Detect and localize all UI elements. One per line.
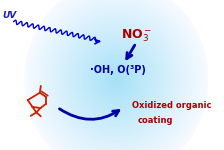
Ellipse shape [36, 0, 197, 150]
Ellipse shape [103, 66, 129, 93]
Ellipse shape [107, 70, 125, 89]
Ellipse shape [30, 0, 202, 150]
Ellipse shape [62, 20, 171, 139]
Ellipse shape [25, 0, 208, 150]
Ellipse shape [47, 5, 186, 150]
Ellipse shape [63, 22, 169, 137]
Ellipse shape [38, 0, 195, 150]
Ellipse shape [41, 0, 191, 150]
Ellipse shape [84, 44, 149, 115]
Ellipse shape [98, 60, 135, 99]
Ellipse shape [100, 62, 133, 97]
Ellipse shape [29, 0, 204, 150]
Text: NO$_3^-$: NO$_3^-$ [121, 28, 152, 44]
Ellipse shape [51, 9, 182, 150]
Text: coating: coating [137, 116, 173, 125]
Ellipse shape [34, 0, 199, 150]
Ellipse shape [56, 14, 177, 145]
Ellipse shape [54, 12, 179, 147]
Ellipse shape [60, 18, 173, 141]
Ellipse shape [69, 28, 164, 131]
Ellipse shape [114, 78, 118, 81]
Ellipse shape [111, 74, 122, 85]
Ellipse shape [82, 42, 151, 117]
Text: Oxidized organic: Oxidized organic [132, 100, 211, 109]
Text: UV: UV [2, 11, 16, 20]
Ellipse shape [49, 7, 184, 150]
Text: ·OH, O(³P): ·OH, O(³P) [90, 65, 145, 75]
Ellipse shape [73, 32, 160, 127]
Ellipse shape [45, 3, 188, 150]
Ellipse shape [91, 52, 142, 107]
Ellipse shape [109, 72, 124, 87]
Ellipse shape [65, 24, 168, 135]
Ellipse shape [89, 50, 144, 109]
Ellipse shape [93, 54, 140, 105]
Ellipse shape [80, 40, 153, 119]
Ellipse shape [85, 46, 147, 113]
Ellipse shape [58, 16, 175, 143]
Ellipse shape [76, 36, 157, 123]
Ellipse shape [32, 0, 200, 150]
Ellipse shape [95, 56, 138, 103]
Ellipse shape [87, 48, 146, 111]
Ellipse shape [43, 1, 190, 150]
Ellipse shape [40, 0, 193, 150]
Ellipse shape [74, 34, 158, 125]
Ellipse shape [52, 11, 180, 148]
Ellipse shape [67, 26, 166, 133]
Ellipse shape [106, 68, 127, 91]
Ellipse shape [96, 58, 136, 101]
Ellipse shape [102, 64, 131, 95]
Ellipse shape [71, 30, 162, 129]
Ellipse shape [113, 76, 120, 83]
Ellipse shape [78, 38, 155, 121]
Ellipse shape [27, 0, 206, 150]
